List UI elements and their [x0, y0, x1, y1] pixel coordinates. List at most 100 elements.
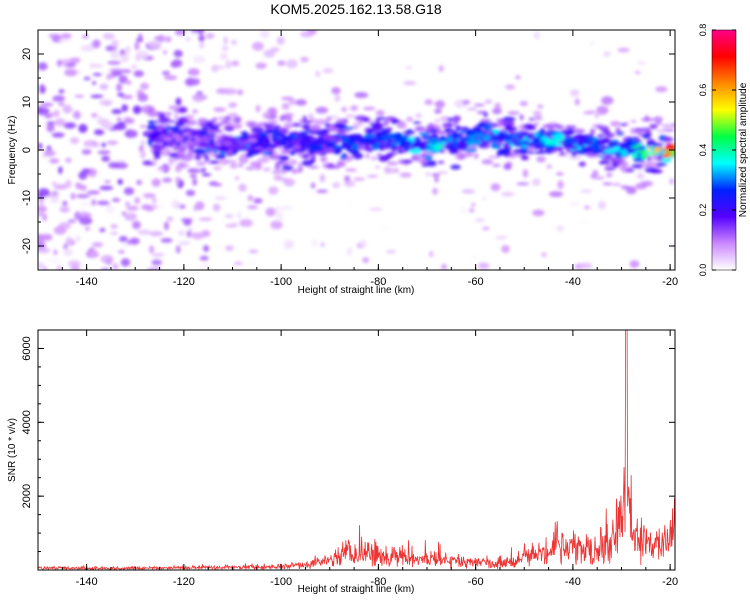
- spectrogram-cell: [101, 142, 107, 148]
- spectrogram-cell: [657, 129, 664, 133]
- spectrogram-cell: [123, 187, 135, 196]
- spectrogram-cell: [642, 133, 651, 139]
- spectrogram-cell: [69, 58, 81, 63]
- spectrogram-cell: [174, 112, 179, 122]
- spectrogram-cell: [322, 68, 334, 74]
- spectrogram-y-tick-label: 0: [21, 147, 33, 153]
- spectrogram-cell: [39, 84, 45, 91]
- spectrogram-cell: [223, 88, 237, 95]
- spectrogram-cell: [150, 145, 161, 148]
- spectrogram-cell: [126, 205, 139, 211]
- spectrogram-cell: [192, 178, 198, 186]
- spectrogram-cell: [315, 70, 321, 78]
- spectrogram-cell: [281, 103, 290, 110]
- spectrogram-cell: [334, 94, 341, 102]
- spectrogram-cell: [168, 161, 174, 165]
- spectrogram-cell: [476, 138, 481, 146]
- spectrogram-cell: [386, 141, 392, 147]
- spectrogram-cell: [118, 75, 128, 84]
- spectrogram-cell: [204, 156, 210, 162]
- spectrogram-y-tick-label: -10: [21, 190, 33, 206]
- spectrogram-cell: [208, 126, 219, 130]
- spectrogram-cell: [198, 217, 213, 221]
- spectrogram-cell: [166, 125, 171, 132]
- spectrogram-cell: [604, 167, 616, 171]
- spectrogram-cell: [91, 112, 98, 118]
- spectrogram-cell: [61, 33, 72, 39]
- spectrogram-cell: [597, 134, 605, 138]
- spectrogram-cell: [438, 130, 446, 135]
- spectrogram-cell: [264, 137, 270, 143]
- spectrogram-cell: [158, 120, 170, 124]
- spectrogram-cell: [147, 107, 154, 113]
- spectrogram-cell: [212, 183, 223, 187]
- spectrogram-cell: [64, 68, 78, 77]
- spectrogram-cell: [415, 113, 422, 119]
- spectrogram-cell: [613, 146, 621, 152]
- spectrogram-cell: [620, 149, 628, 157]
- spectrogram-cell: [164, 75, 178, 81]
- spectrogram-cell: [140, 82, 149, 90]
- spectrogram-cell: [620, 185, 630, 190]
- snr-y-axis-label: SNR (10 * v/v): [7, 418, 18, 482]
- spectrogram-cell: [225, 224, 236, 228]
- snr-x-axis-label: Height of straight line (km): [298, 584, 415, 595]
- spectrogram-cell: [78, 123, 88, 133]
- spectrogram-cell: [560, 150, 565, 155]
- spectrogram-cell: [644, 115, 649, 122]
- spectrogram-cell: [381, 134, 387, 142]
- spectrogram-cell: [151, 197, 157, 204]
- spectrogram-cell: [151, 160, 158, 164]
- spectrogram-cell: [482, 226, 490, 231]
- spectrogram-cell: [276, 36, 285, 45]
- spectrogram-cell: [362, 257, 370, 263]
- snr-x-tick-label: -100: [270, 576, 292, 588]
- spectrogram-cell: [175, 97, 182, 106]
- spectrogram-cell: [557, 180, 564, 190]
- spectrogram-cell: [168, 120, 176, 123]
- spectrogram-cell: [169, 126, 181, 132]
- spectrogram-cell: [376, 153, 382, 156]
- spectrogram-cell: [38, 262, 45, 270]
- spectrogram-cell: [58, 166, 63, 175]
- spectrogram-cell: [62, 104, 73, 114]
- spectrogram-cell: [427, 123, 435, 130]
- spectrogram-cell: [451, 132, 459, 137]
- spectrogram-cell: [394, 136, 406, 143]
- spectrogram-cell: [248, 249, 259, 254]
- spectrogram-cell: [371, 144, 379, 149]
- spectrogram-cell: [546, 164, 553, 170]
- spectrogram-cell: [251, 41, 264, 51]
- spectrogram-cell: [99, 99, 113, 106]
- spectrogram-cell: [573, 128, 586, 134]
- spectrogram-cell: [458, 138, 464, 145]
- spectrogram-cell: [354, 149, 360, 155]
- spectrogram-cell: [370, 156, 379, 161]
- spectrogram-cell: [199, 41, 205, 49]
- spectrogram-cell: [669, 178, 674, 185]
- spectrogram-cell: [367, 174, 379, 178]
- spectrogram-cell: [437, 171, 448, 174]
- spectrogram-cell: [661, 157, 672, 163]
- spectrogram-cell: [383, 154, 393, 159]
- spectrogram-cell: [275, 212, 284, 221]
- spectrogram-cell: [74, 211, 82, 221]
- spectrogram-cell: [148, 40, 161, 49]
- spectrogram-cell: [341, 107, 348, 112]
- spectrogram-cell: [545, 123, 555, 128]
- spectrogram-cell: [287, 141, 293, 144]
- spectrogram-cell: [519, 148, 528, 155]
- spectrogram-cell: [637, 150, 646, 153]
- snr-series-line: [38, 330, 675, 570]
- spectrogram-cell: [612, 183, 622, 186]
- spectrogram-cell: [80, 45, 94, 52]
- spectrogram-cell: [397, 149, 404, 154]
- spectrogram-cell: [106, 140, 119, 146]
- spectrogram-cell: [605, 132, 615, 138]
- spectrogram-cell: [603, 149, 617, 154]
- spectrogram-cell: [53, 225, 67, 235]
- spectrogram-cell: [67, 219, 77, 223]
- spectrogram-cell: [141, 204, 152, 211]
- spectrogram-cell: [121, 69, 132, 74]
- spectrogram-cell: [140, 140, 146, 146]
